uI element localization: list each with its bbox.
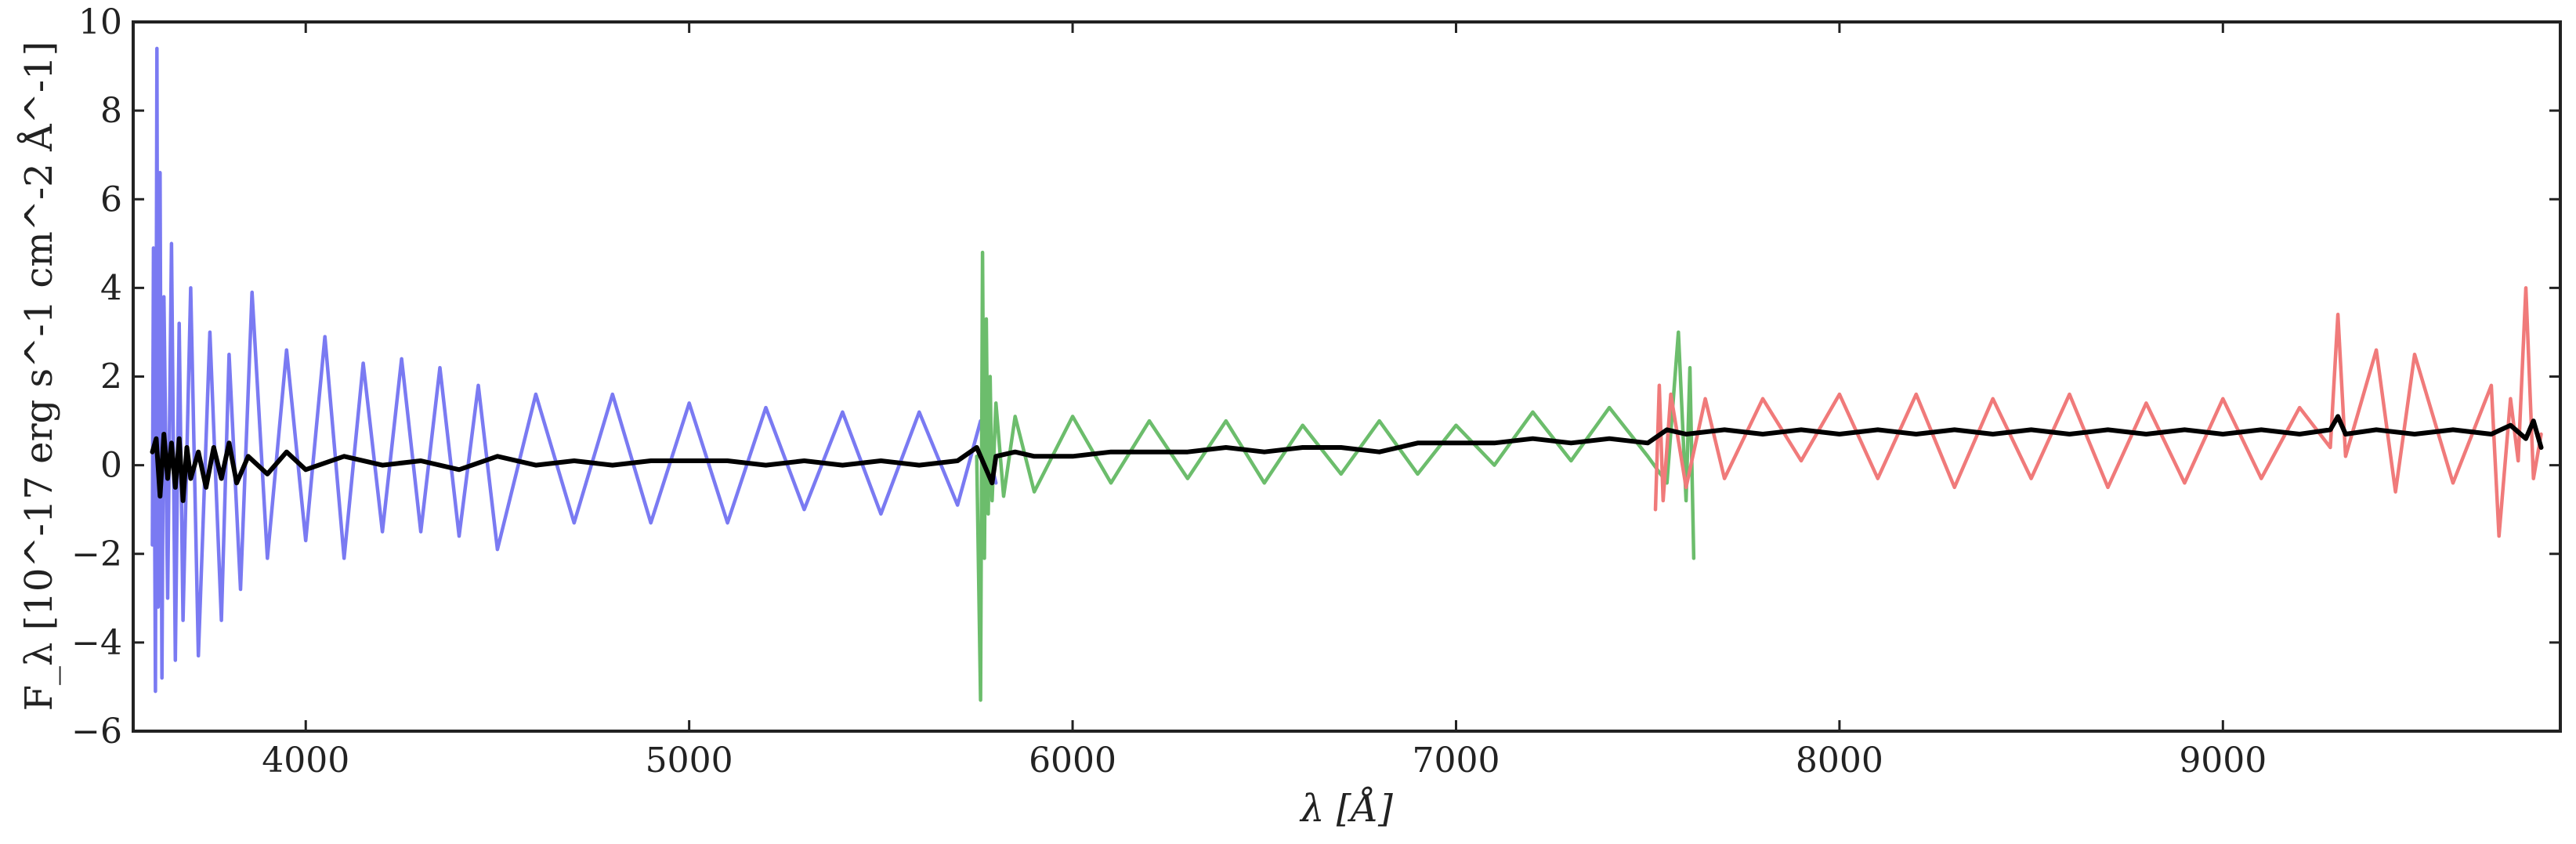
x-tick-label: 5000 [646, 741, 733, 781]
x-tick-label: 4000 [262, 741, 349, 781]
y-tick-label: 2 [100, 357, 122, 397]
y-tick-label: 10 [78, 2, 122, 42]
series-layer [150, 46, 2544, 702]
series-line-3 [1653, 286, 2543, 538]
y-axis-label: F_λ [10^-17 erg s^-1 cm^-2 Å^-1] [16, 42, 61, 712]
y-tick-label: −4 [71, 623, 122, 663]
x-axis-label: λ [Å] [1299, 786, 1393, 831]
y-tick-label: 6 [100, 179, 122, 219]
y-tick-label: −2 [71, 534, 122, 574]
x-tick-label: 9000 [2179, 741, 2267, 781]
x-tick-label: 7000 [1412, 741, 1500, 781]
y-tick-label: 0 [100, 446, 122, 486]
y-tick-label: 4 [100, 268, 122, 308]
axis-ticks [133, 20, 2560, 733]
y-tick-label: −6 [71, 712, 122, 752]
axis-tick-labels: 4000 5000 6000 7000 8000 9000 −6 −4 −2 0 2 4 6 8 10 [71, 2, 2267, 781]
y-tick-label: 8 [100, 91, 122, 131]
x-tick-label: 6000 [1029, 741, 1116, 781]
x-tick-label: 8000 [1796, 741, 1883, 781]
series-line-4 [150, 414, 2544, 503]
plot-background [133, 22, 2560, 731]
series-line-1 [150, 46, 998, 694]
